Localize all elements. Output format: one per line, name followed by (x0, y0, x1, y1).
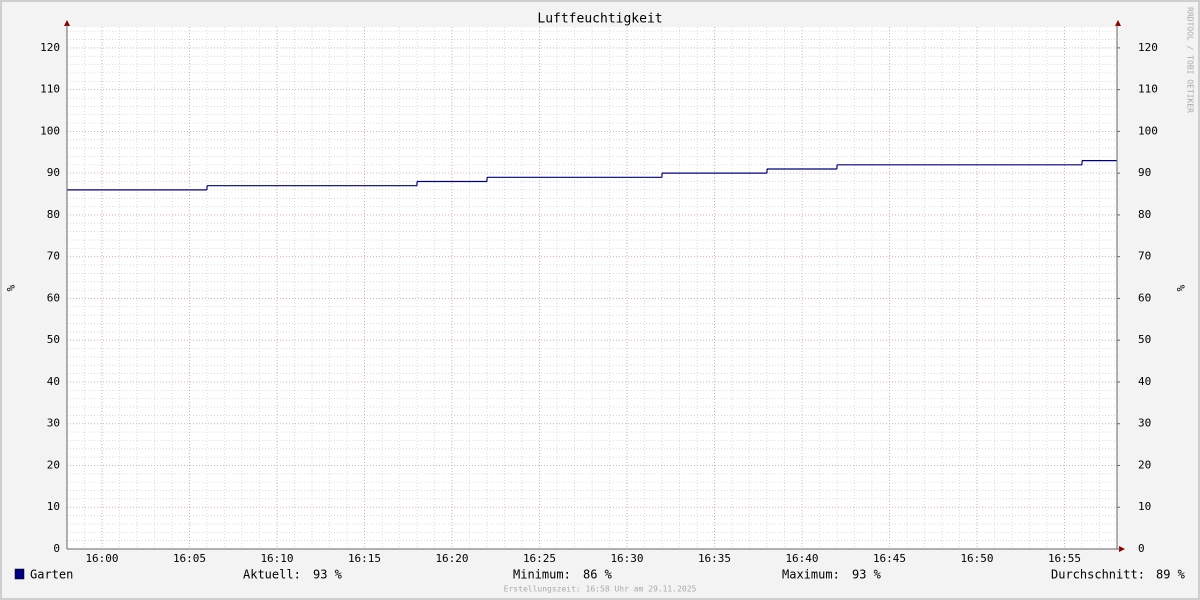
x-tick-label: 16:45 (873, 552, 906, 565)
y-tick-label: 10 (47, 500, 60, 513)
marks (67, 160, 1117, 191)
stat-label: Aktuell: (243, 568, 301, 582)
y-tick-label: 110 (40, 83, 60, 96)
y2-tick-label: 100 (1138, 124, 1158, 137)
y2-tick-label: 70 (1138, 250, 1151, 263)
y-tick-label: 100 (40, 124, 60, 137)
x-tick-label: 16:30 (610, 552, 643, 565)
x-tick-label: 16:15 (348, 552, 381, 565)
x-tick-label: 16:40 (785, 552, 818, 565)
stat-value: 86 % (583, 568, 613, 582)
arrow (1115, 20, 1121, 26)
chart-title: Luftfeuchtigkeit (537, 12, 662, 27)
y2-tick-label: 20 (1138, 458, 1151, 471)
y2-tick-label: 90 (1138, 166, 1151, 179)
y2-axis-label: % (1174, 285, 1187, 292)
x-tick-label: 16:25 (523, 552, 556, 565)
y-tick-label: 90 (47, 166, 60, 179)
stat-label: Durchschnitt: (1051, 568, 1145, 582)
arrow (1119, 546, 1125, 552)
stat-value: 93 % (313, 568, 343, 582)
y-tick-label: 120 (40, 41, 60, 54)
y-tick-label: 60 (47, 291, 60, 304)
x-tick-label: 16:00 (85, 552, 118, 565)
x-tick-label: 16:50 (960, 552, 993, 565)
watermark: RRDTOOL / TOBI OETIKER (1186, 7, 1195, 113)
y2-tick-label: 40 (1138, 375, 1151, 388)
footer: Erstellungszeit: 16:58 Uhr am 29.11.2025 (504, 585, 697, 594)
x-tick-label: 16:20 (435, 552, 468, 565)
x-tick-label: 16:05 (173, 552, 206, 565)
y-tick-label: 70 (47, 250, 60, 263)
stat-label: Maximum: (782, 568, 840, 582)
x-tick-label: 16:35 (698, 552, 731, 565)
y-tick-label: 30 (47, 417, 60, 430)
y-tick-label: 40 (47, 375, 60, 388)
legend-label: Garten (30, 568, 73, 582)
legend-swatch (14, 568, 25, 580)
y-tick-label: 50 (47, 333, 60, 346)
y2-tick-label: 60 (1138, 291, 1151, 304)
y2-tick-label: 80 (1138, 208, 1151, 221)
x-tick-label: 16:55 (1048, 552, 1081, 565)
stat-value: 89 % (1156, 568, 1186, 582)
y2-tick-label: 30 (1138, 417, 1151, 430)
stat-value: 93 % (852, 568, 882, 582)
y2-tick-label: 50 (1138, 333, 1151, 346)
axis-arrows (64, 20, 1125, 552)
arrow (64, 20, 70, 26)
y2-tick-label: 110 (1138, 83, 1158, 96)
y-tick-label: 0 (53, 542, 60, 555)
y2-tick-label: 0 (1138, 542, 1145, 555)
grid (66, 27, 1118, 550)
x-tick-label: 16:10 (260, 552, 293, 565)
y-tick-label: 20 (47, 458, 60, 471)
stat-label: Minimum: (513, 568, 571, 582)
y2-tick-label: 120 (1138, 41, 1158, 54)
y-tick-label: 80 (47, 208, 60, 221)
y-axis-label: % (4, 285, 17, 292)
y2-tick-label: 10 (1138, 500, 1151, 513)
